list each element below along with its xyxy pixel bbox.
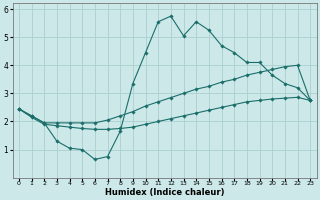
X-axis label: Humidex (Indice chaleur): Humidex (Indice chaleur): [105, 188, 224, 197]
